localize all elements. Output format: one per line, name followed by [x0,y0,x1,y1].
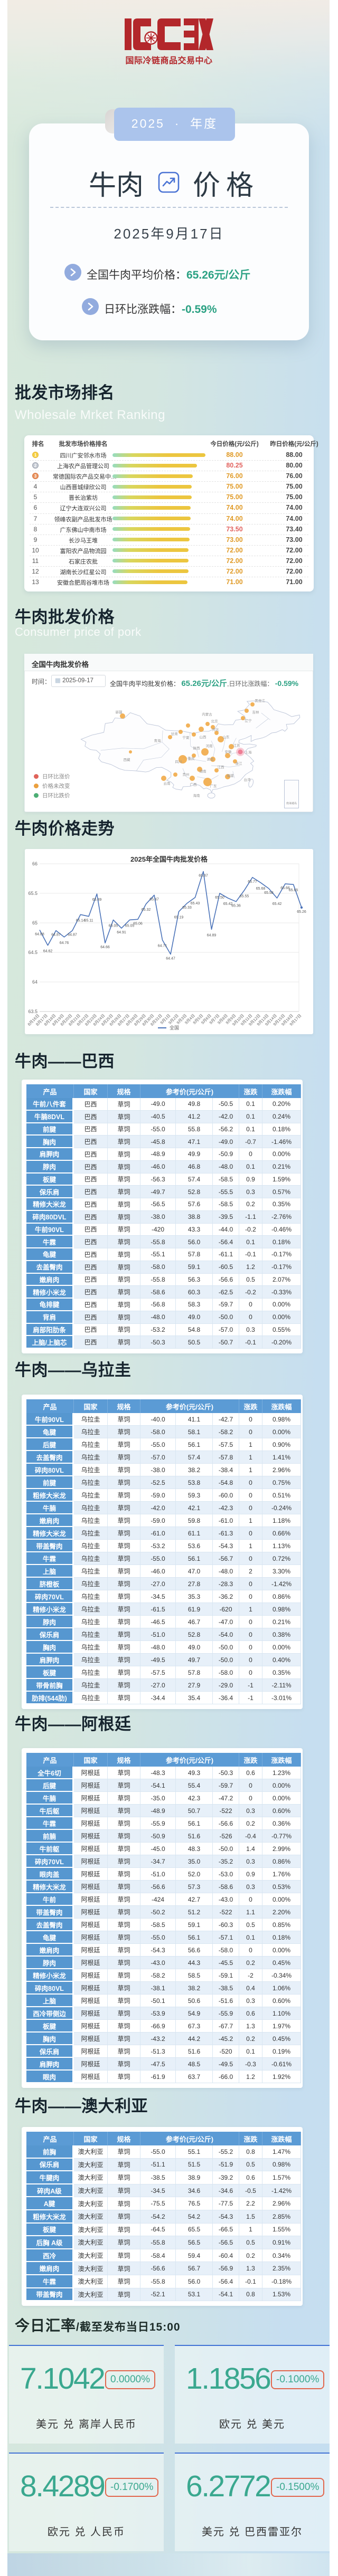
svg-text:64.62: 64.62 [43,950,53,953]
svg-text:陕西: 陕西 [193,746,201,750]
svg-text:65.11: 65.11 [84,919,93,923]
svg-text:西藏: 西藏 [124,757,131,762]
svg-text:65.05: 65.05 [109,924,118,928]
svg-text:64.76: 64.76 [60,941,69,945]
svg-text:山东: 山东 [223,734,230,739]
svg-text:65.06: 65.06 [133,922,143,926]
svg-text:河北: 河北 [212,728,220,732]
svg-text:吉林: 吉林 [252,710,260,714]
svg-text:65.65: 65.65 [289,889,298,892]
svg-text:66: 66 [32,861,37,866]
svg-text:65.87: 65.87 [199,874,208,878]
svg-text:河南: 河南 [206,743,213,748]
svg-text:65.36: 65.36 [231,904,241,908]
svg-text:65.05: 65.05 [125,924,135,928]
svg-text:64.87: 64.87 [68,933,77,937]
svg-text:江苏: 江苏 [233,743,241,748]
svg-text:福建: 福建 [227,773,234,778]
svg-text:台湾: 台湾 [244,777,251,782]
svg-text:64.66: 64.66 [100,946,110,949]
svg-text:内蒙古: 内蒙古 [202,712,212,717]
svg-text:65.66: 65.66 [280,886,290,890]
svg-text:64.91: 64.91 [117,931,126,934]
svg-text:65.42: 65.42 [223,902,233,906]
svg-text:广西: 广西 [190,782,198,787]
svg-text:湖南: 湖南 [200,769,207,774]
svg-text:山西: 山西 [200,734,207,739]
svg-text:江西: 江西 [218,765,225,769]
svg-text:65.68: 65.68 [256,887,266,891]
svg-text:四川: 四川 [175,760,182,764]
svg-text:65: 65 [32,920,37,926]
svg-text:64.87: 64.87 [51,933,61,937]
svg-text:65.43: 65.43 [191,902,200,905]
svg-text:64: 64 [32,979,37,985]
svg-text:安徽: 安徽 [225,749,232,754]
svg-text:65.19: 65.19 [174,916,184,920]
svg-text:65.50: 65.50 [215,896,224,900]
svg-text:北京: 北京 [211,719,219,723]
svg-text:贵州: 贵州 [183,772,190,777]
svg-text:65.47: 65.47 [149,898,159,901]
svg-text:辽宁: 辽宁 [245,718,252,723]
svg-text:65.77: 65.77 [248,880,257,884]
svg-text:海南: 海南 [193,793,201,798]
svg-text:65.42: 65.42 [273,902,282,906]
svg-text:青海: 青海 [154,738,162,743]
svg-text:65.58: 65.58 [264,891,274,895]
svg-text:甘肃: 甘肃 [171,731,179,736]
svg-text:上海: 上海 [245,750,252,755]
svg-text:65.26: 65.26 [297,910,306,914]
svg-text:2025年全国牛肉批发价格: 2025年全国牛肉批发价格 [130,855,208,863]
svg-text:宁夏: 宁夏 [183,735,190,740]
svg-text:云南: 云南 [164,781,171,786]
svg-text:65.14: 65.14 [76,919,86,922]
svg-text:65.49: 65.49 [92,898,102,902]
svg-text:64.47: 64.47 [166,957,175,960]
svg-text:65.33: 65.33 [182,906,192,910]
svg-text:64.5: 64.5 [28,950,37,955]
svg-text:65.55: 65.55 [240,894,249,898]
svg-text:广东: 广东 [210,784,218,788]
svg-text:65.32: 65.32 [142,908,151,912]
svg-text:黑龙江: 黑龙江 [255,699,265,703]
svg-text:新疆: 新疆 [116,710,123,714]
svg-text:64.71: 64.71 [158,944,167,948]
svg-text:全国: 全国 [170,1025,179,1031]
svg-text:64.89: 64.89 [207,933,217,937]
svg-text:63.5: 63.5 [28,1009,37,1014]
svg-text:65.5: 65.5 [28,891,37,896]
svg-text:重庆: 重庆 [188,756,195,761]
svg-text:浙江: 浙江 [236,761,243,766]
svg-text:湖北: 湖北 [207,757,214,761]
svg-text:64.88: 64.88 [35,932,44,936]
